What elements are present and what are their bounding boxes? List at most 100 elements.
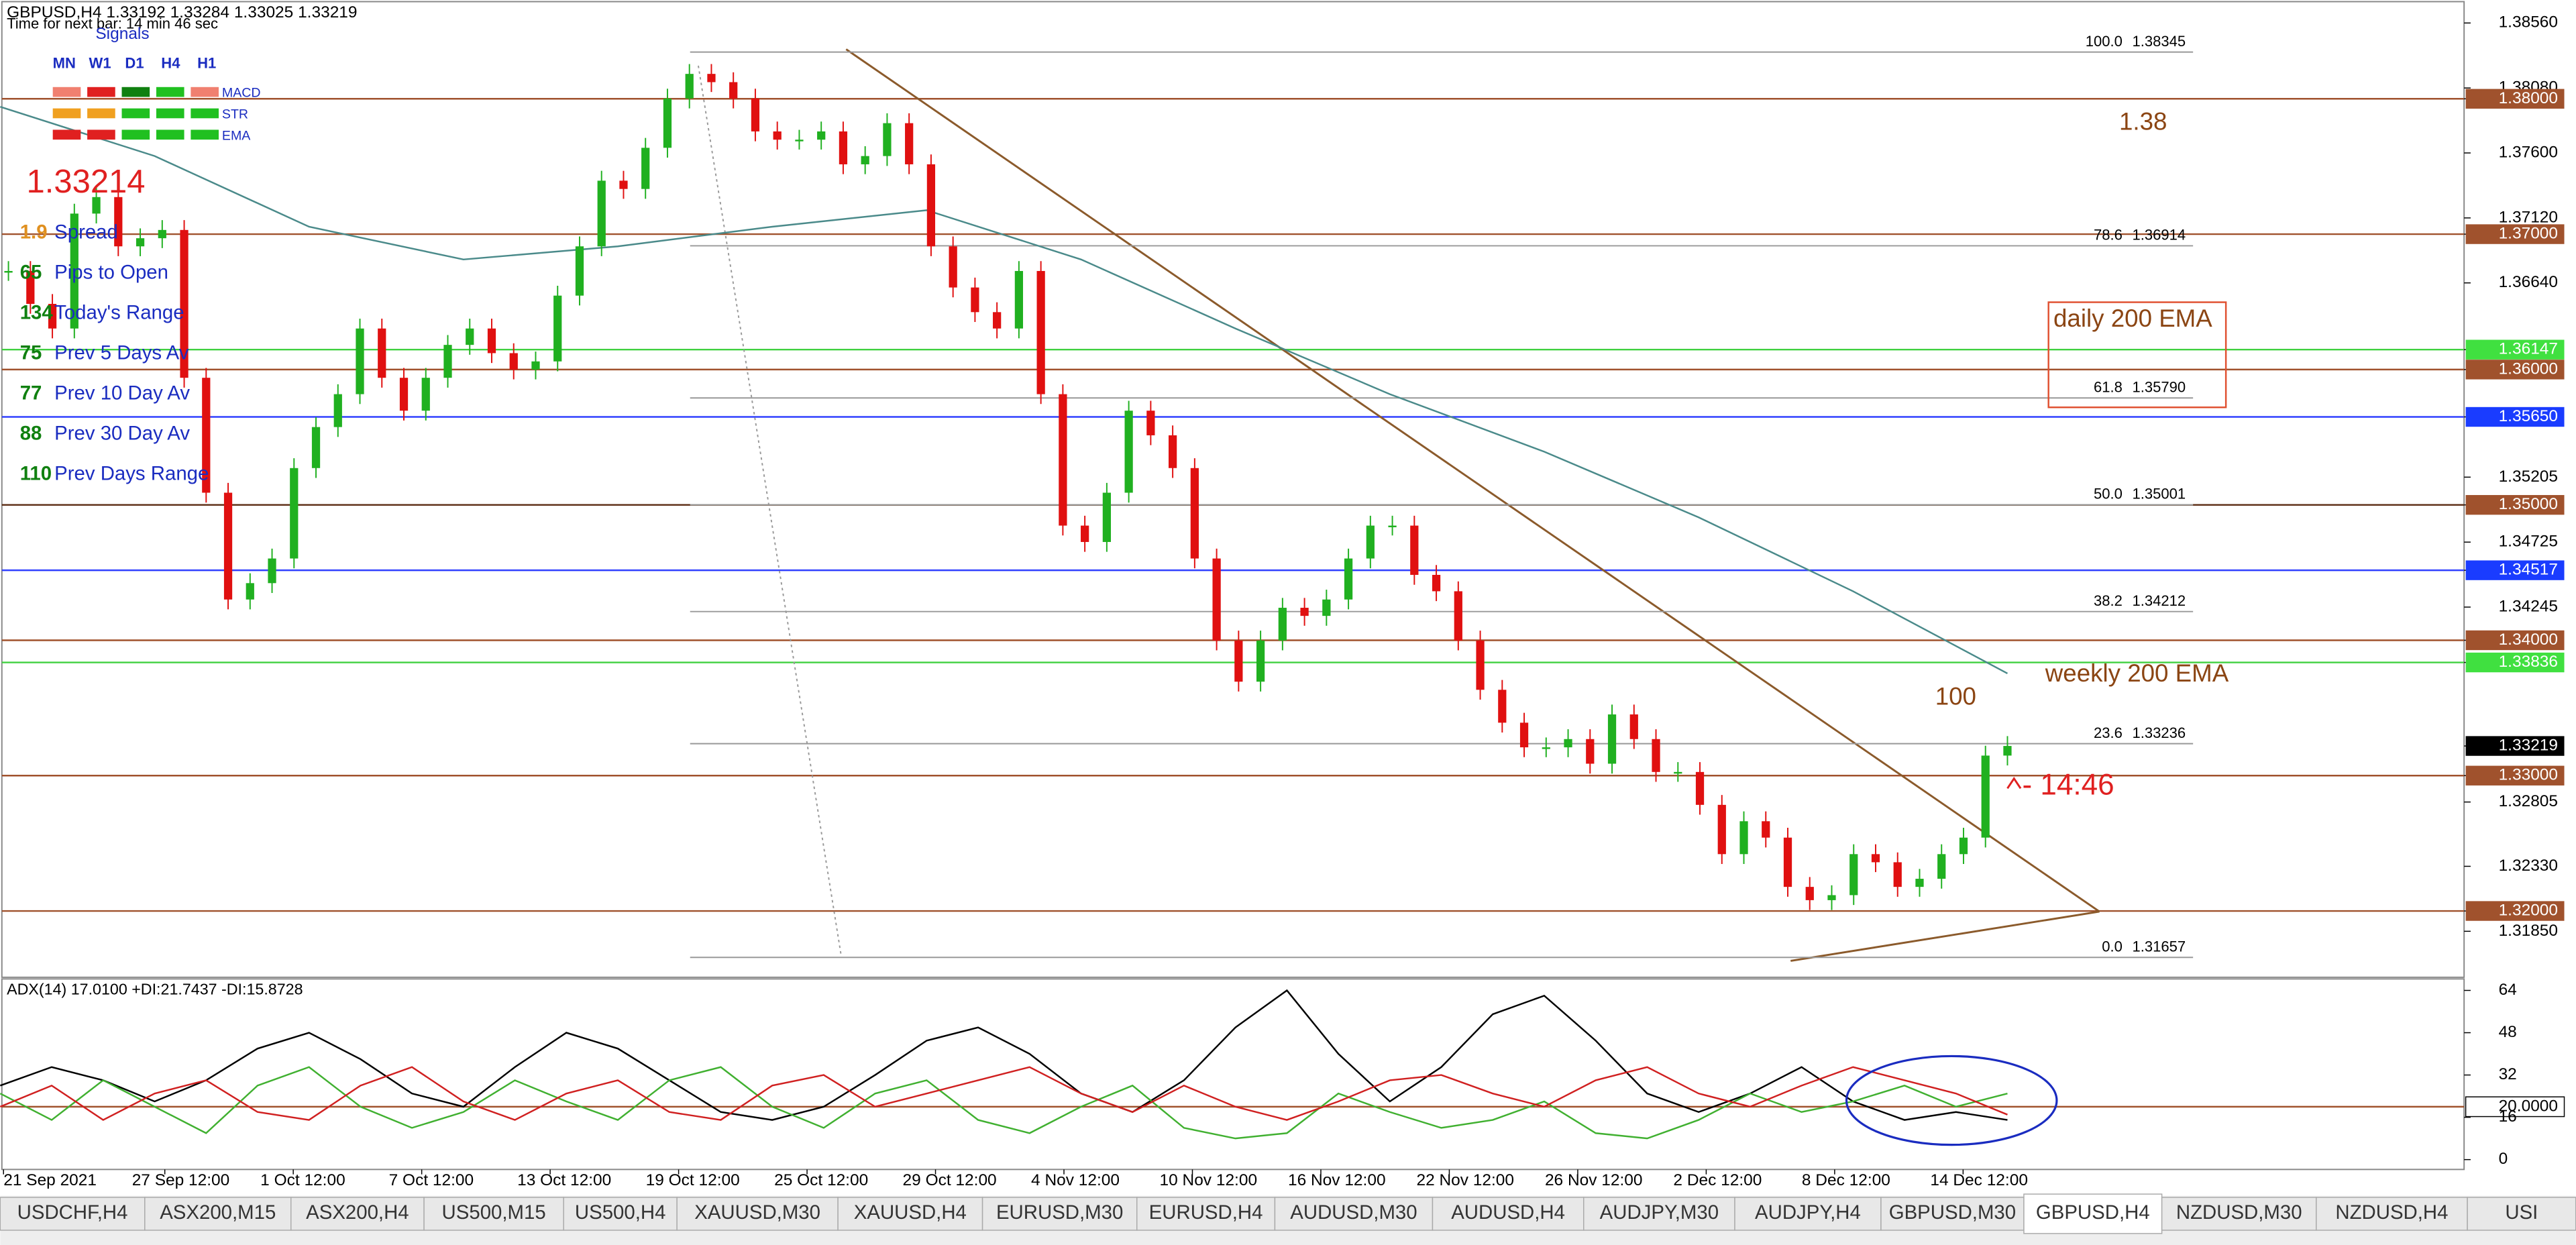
fib-price: 1.33236 xyxy=(2133,724,2186,741)
date-label: 4 Nov 12:00 xyxy=(1031,1171,1120,1189)
price-frame xyxy=(1,1,2465,978)
adx-tick-label: 0 xyxy=(2499,1150,2508,1168)
annotation-box xyxy=(2047,301,2227,409)
date-label: 13 Oct 12:00 xyxy=(517,1171,611,1189)
tab[interactable] xyxy=(1274,1197,1434,1231)
candle xyxy=(1959,837,1968,855)
stat-value: 75 xyxy=(20,341,42,364)
signal-box xyxy=(121,108,150,119)
signal-box xyxy=(191,129,219,140)
candle xyxy=(1278,608,1287,641)
candle xyxy=(1871,854,1880,863)
candle xyxy=(1762,821,1770,838)
candle xyxy=(1498,690,1507,723)
candle xyxy=(707,74,716,83)
tab-label[interactable]: AUDUSD,M30 xyxy=(1290,1201,1417,1224)
fib-ratio: 23.6 xyxy=(2094,724,2123,741)
candle xyxy=(1805,887,1814,900)
levels xyxy=(1,98,2465,912)
candle xyxy=(1652,739,1660,772)
tab[interactable] xyxy=(0,1197,146,1231)
signal-box xyxy=(87,108,115,119)
candle xyxy=(333,394,342,427)
axis-label: 1.37600 xyxy=(2499,143,2558,161)
candle xyxy=(1344,558,1353,600)
tab[interactable] xyxy=(2467,1197,2576,1231)
date-label: 16 Nov 12:00 xyxy=(1288,1171,1386,1189)
candle xyxy=(356,328,364,394)
axis-label-box xyxy=(2465,494,2565,515)
axis-label-box xyxy=(2465,560,2565,580)
tab-label[interactable]: AUDJPY,M30 xyxy=(1600,1201,1719,1224)
tab-label[interactable]: GBPUSD,M30 xyxy=(1889,1201,2016,1224)
ema200 xyxy=(0,106,2008,674)
tab-label[interactable]: USI xyxy=(2505,1201,2538,1224)
timeframe: H4 xyxy=(161,54,180,71)
candle xyxy=(1146,411,1155,435)
tab-label[interactable]: XAUUSD,M30 xyxy=(694,1201,820,1224)
candle xyxy=(421,378,430,411)
signals-title: Signals xyxy=(95,25,149,43)
stat-label: Prev Days Range xyxy=(54,462,209,484)
candle xyxy=(531,361,540,370)
date-label: 8 Dec 12:00 xyxy=(1802,1171,1890,1189)
candles xyxy=(4,64,2012,910)
candle xyxy=(641,148,650,189)
candle xyxy=(2003,746,2012,756)
tab-label[interactable]: ASX200,M15 xyxy=(160,1201,276,1224)
date-label: 14 Dec 12:00 xyxy=(1930,1171,2028,1189)
tab-label[interactable]: US500,M15 xyxy=(442,1201,546,1224)
axis-label-box xyxy=(2465,89,2565,109)
tab-label[interactable]: XAUUSD,H4 xyxy=(854,1201,967,1224)
tab[interactable] xyxy=(1432,1197,1585,1231)
tab[interactable] xyxy=(1583,1197,1735,1231)
tab-label[interactable]: AUDUSD,H4 xyxy=(1451,1201,1565,1224)
highlight xyxy=(1845,1054,2058,1146)
candle xyxy=(1915,879,1924,887)
tab-label[interactable]: EURUSD,M30 xyxy=(996,1201,1123,1224)
tab[interactable] xyxy=(2023,1193,2163,1234)
tab-label[interactable]: ASX200,H4 xyxy=(306,1201,409,1224)
date-label: 10 Nov 12:00 xyxy=(1160,1171,1258,1189)
tab[interactable] xyxy=(423,1197,564,1231)
stat-label: Pips to Open xyxy=(54,261,168,283)
signal-box xyxy=(191,87,219,97)
stat-label: Prev 30 Day Av xyxy=(54,422,190,444)
tab-label[interactable]: NZDUSD,H4 xyxy=(2335,1201,2448,1224)
date-label: 29 Oct 12:00 xyxy=(903,1171,997,1189)
candle xyxy=(92,197,101,214)
date-label: 19 Oct 12:00 xyxy=(646,1171,740,1189)
tab[interactable] xyxy=(290,1197,425,1231)
tab-label[interactable]: USDCHF,H4 xyxy=(17,1201,128,1224)
tab-label[interactable]: GBPUSD,H4 xyxy=(2036,1201,2150,1224)
candle xyxy=(1586,739,1595,764)
arrow xyxy=(2006,776,2022,790)
tab-label[interactable]: US500,H4 xyxy=(575,1201,666,1224)
candle xyxy=(509,353,518,370)
fib-ratio: 78.6 xyxy=(2094,227,2123,243)
tab-label[interactable]: AUDJPY,H4 xyxy=(1755,1201,1861,1224)
adx-line xyxy=(0,1066,2008,1140)
candle xyxy=(202,378,211,493)
candle xyxy=(1519,722,1529,748)
candle xyxy=(466,328,474,345)
stat-label: Spread xyxy=(54,221,118,243)
tab[interactable] xyxy=(837,1197,983,1231)
tab[interactable] xyxy=(1136,1197,1276,1231)
tab[interactable] xyxy=(981,1197,1138,1231)
tab[interactable] xyxy=(676,1197,839,1231)
tab[interactable] xyxy=(2316,1197,2468,1231)
annotation: - 14:46 xyxy=(2023,768,2114,801)
stat-label: Today's Range xyxy=(54,301,184,323)
adx-tick-label: 48 xyxy=(2499,1023,2517,1041)
tab[interactable] xyxy=(2161,1197,2317,1231)
tab[interactable] xyxy=(144,1197,292,1231)
tab-label[interactable]: EURUSD,H4 xyxy=(1149,1201,1263,1224)
trend-line xyxy=(1790,910,2100,962)
candle xyxy=(839,131,848,164)
candle xyxy=(136,238,145,247)
annotation: 1.38 xyxy=(2119,107,2167,135)
tab[interactable] xyxy=(563,1197,678,1231)
tab-label[interactable]: NZDUSD,M30 xyxy=(2176,1201,2302,1224)
axis-label: 1.36147 xyxy=(2499,340,2558,358)
